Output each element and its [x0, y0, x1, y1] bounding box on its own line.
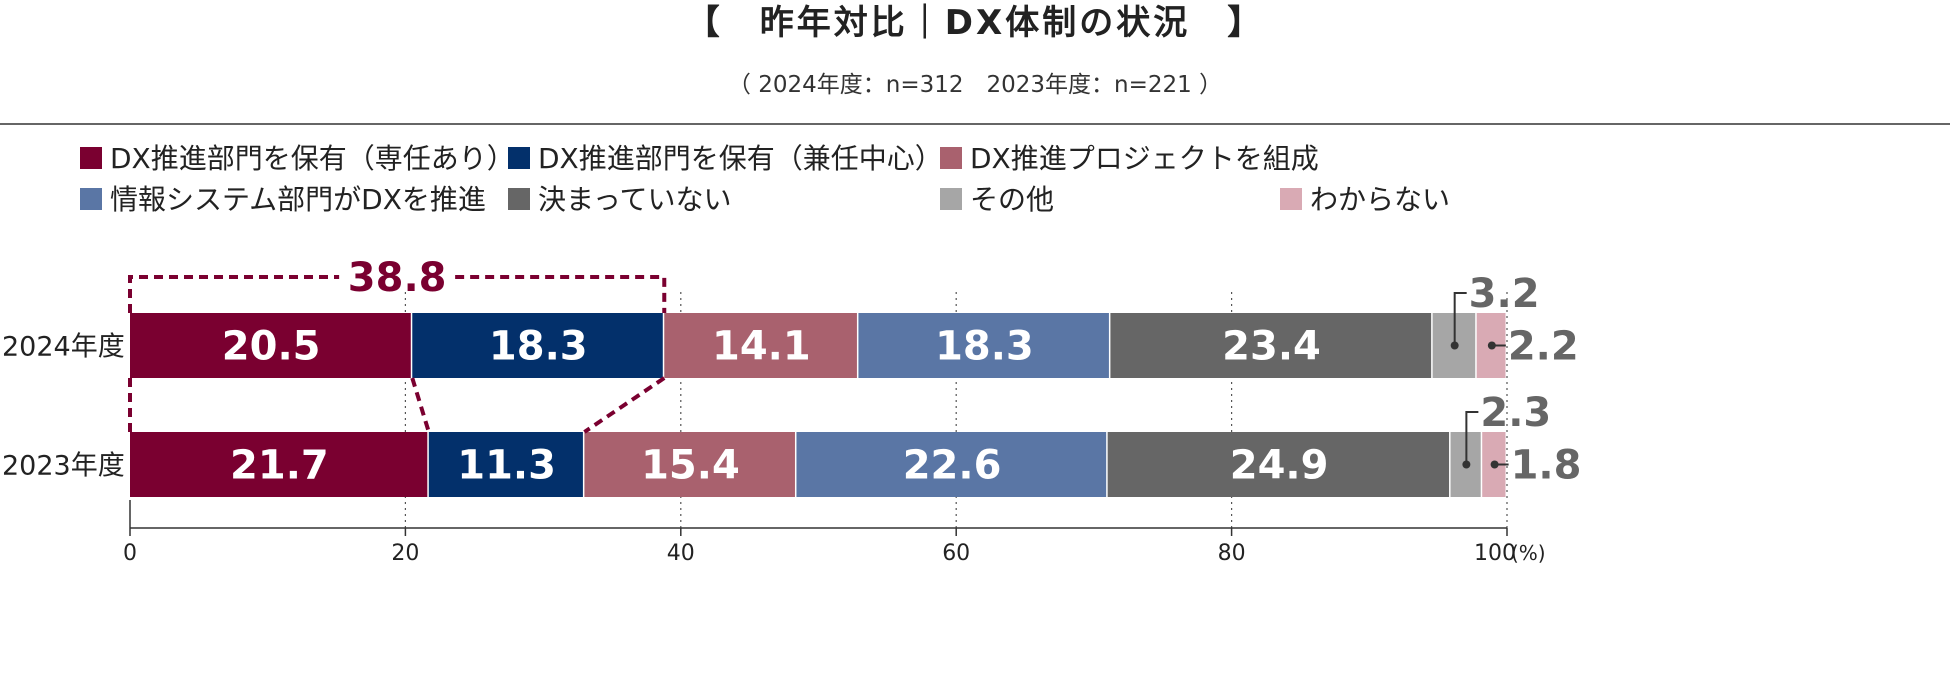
connector-line	[583, 376, 666, 434]
legend: DX推進部門を保有（専任あり） DX推進部門を保有（兼任中心） DX推進プロジェクト…	[80, 142, 1450, 216]
legend-swatch	[80, 188, 102, 210]
x-unit-label: (%)	[1511, 541, 1546, 565]
data-label: 11.3	[457, 443, 556, 489]
data-label: 3.2	[1469, 271, 1540, 317]
highlight-bracket	[455, 275, 667, 313]
data-label: 2.2	[1508, 324, 1579, 370]
data-label: 24.9	[1230, 443, 1329, 489]
x-tick-label: 0	[123, 541, 137, 566]
data-label: 2.3	[1480, 390, 1551, 436]
bar-segment	[796, 432, 1107, 497]
legend-label: 決まっていない	[538, 183, 731, 216]
connector-line	[410, 377, 431, 433]
bar-segment	[858, 313, 1109, 378]
legend-swatch	[940, 188, 962, 210]
x-tick-label: 40	[667, 541, 695, 566]
legend-label: その他	[970, 183, 1054, 216]
legend-label: DX推進部門を保有（専任あり）	[110, 142, 515, 175]
x-tick-label: 100	[1474, 541, 1516, 566]
data-label: 18.3	[489, 324, 588, 370]
legend-label: DX推進プロジェクトを組成	[970, 142, 1319, 175]
bar-segment	[1107, 432, 1450, 497]
category-label: 2023年度	[2, 451, 125, 482]
legend-swatch	[80, 147, 102, 169]
bar-segment	[584, 432, 795, 497]
chart-title: 【 昨年対比｜DX体制の状況 】	[686, 3, 1264, 43]
legend-label: 情報システム部門がDXを推進	[110, 183, 486, 216]
legend-swatch	[940, 147, 962, 169]
data-label: 21.7	[230, 443, 329, 489]
highlight-annotation: 38.8	[128, 255, 667, 434]
x-tick-label: 80	[1218, 541, 1246, 566]
highlight-label: 38.8	[348, 255, 447, 301]
category-label: 2024年度	[2, 332, 125, 363]
legend-swatch	[1280, 188, 1302, 210]
x-axis: 0 20 40 60 80 100(%)	[123, 500, 1546, 566]
legend-swatch	[508, 147, 530, 169]
data-label: 23.4	[1222, 324, 1321, 370]
bar-segment	[1110, 313, 1432, 378]
legend-swatch	[508, 188, 530, 210]
data-label: 20.5	[222, 324, 321, 370]
leader-line	[1465, 411, 1479, 465]
x-tick-label: 20	[391, 541, 419, 566]
chart-subtitle: （ 2024年度：n=312 2023年度：n=221 ）	[728, 72, 1222, 98]
data-label: 14.1	[712, 324, 811, 370]
highlight-bracket	[128, 275, 340, 313]
data-label: 18.3	[935, 324, 1034, 370]
bar-segment	[412, 313, 663, 378]
data-label: 15.4	[641, 443, 740, 489]
x-tick-label: 60	[942, 541, 970, 566]
bar-segment	[130, 432, 428, 497]
data-label: 1.8	[1511, 443, 1582, 489]
bar-segment	[664, 313, 857, 378]
legend-label: わからない	[1310, 183, 1450, 216]
leader-line	[1453, 292, 1467, 346]
legend-label: DX推進部門を保有（兼任中心）	[538, 142, 943, 175]
bar-segment	[428, 432, 583, 497]
data-label: 22.6	[903, 443, 1002, 489]
bar-segment	[130, 313, 411, 378]
bars: 2024年度 20.5 18.3 14.1 18.3 23.4 3.2 2.2 2023年度 21…	[2, 271, 1581, 497]
